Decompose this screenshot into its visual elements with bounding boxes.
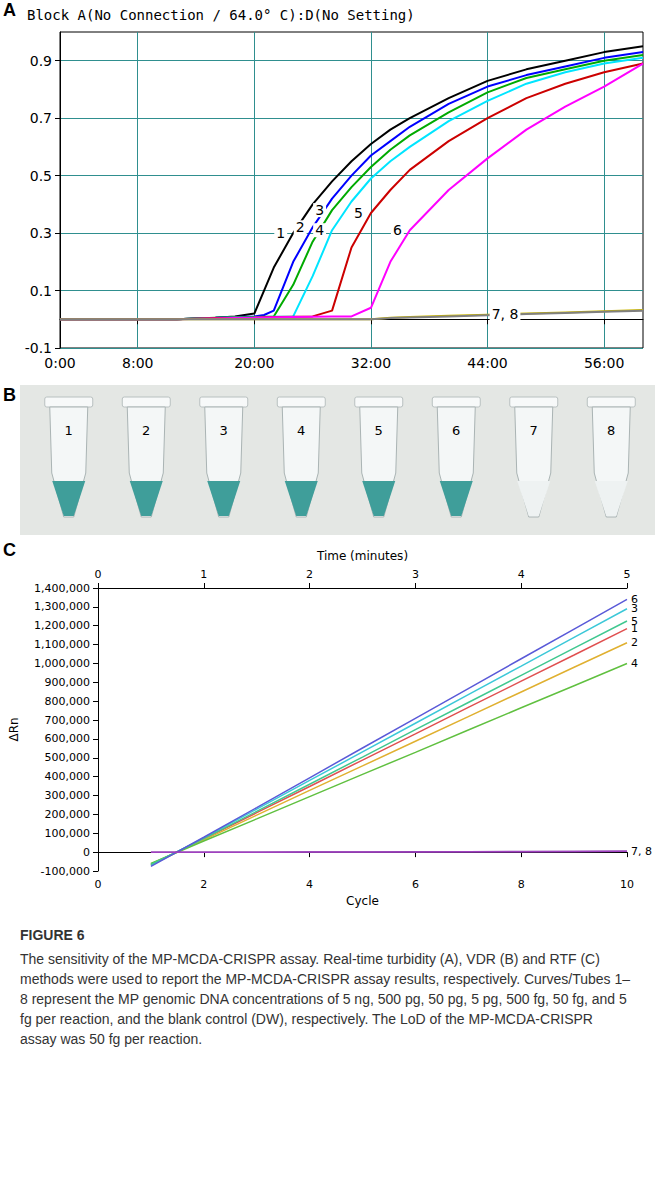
svg-text:0: 0	[95, 568, 102, 581]
svg-text:-0.1: -0.1	[25, 340, 52, 356]
svg-text:3: 3	[220, 423, 228, 438]
svg-text:6: 6	[631, 593, 638, 606]
svg-text:900,000: 900,000	[45, 676, 91, 689]
svg-text:5: 5	[631, 615, 638, 628]
svg-text:6: 6	[412, 878, 419, 891]
html-text:A: A	[3, 0, 16, 20]
svg-text:1: 1	[276, 225, 285, 241]
svg-text:10: 10	[620, 878, 634, 891]
svg-text:4: 4	[306, 878, 313, 891]
svg-text:700,000: 700,000	[45, 714, 91, 727]
svg-text:3: 3	[412, 568, 419, 581]
svg-text:-100,000: -100,000	[41, 865, 90, 878]
svg-text:2: 2	[631, 636, 638, 649]
html-text:C: C	[3, 540, 16, 560]
svg-text:Cycle: Cycle	[346, 894, 379, 908]
svg-text:4: 4	[631, 657, 638, 670]
svg-text:0: 0	[83, 846, 90, 859]
html-text:FIGURE 6: FIGURE 6	[20, 927, 85, 943]
svg-text:7, 8: 7, 8	[492, 306, 519, 322]
svg-text:5: 5	[354, 205, 363, 221]
svg-text:0:00: 0:00	[44, 355, 75, 371]
svg-text:300,000: 300,000	[45, 789, 91, 802]
svg-text:1,200,000: 1,200,000	[34, 619, 90, 632]
svg-text:7: 7	[530, 423, 538, 438]
svg-text:2: 2	[296, 219, 305, 235]
svg-text:4: 4	[297, 423, 305, 438]
svg-text:5: 5	[624, 568, 631, 581]
svg-text:6: 6	[393, 222, 402, 238]
svg-text:4: 4	[315, 222, 324, 238]
svg-text:6: 6	[452, 423, 460, 438]
svg-text:44:00: 44:00	[467, 355, 507, 371]
svg-text:0.5: 0.5	[30, 168, 52, 184]
svg-text:5: 5	[375, 423, 383, 438]
svg-text:Time (minutes): Time (minutes)	[316, 549, 408, 563]
svg-text:0.1: 0.1	[30, 283, 52, 299]
svg-text:600,000: 600,000	[45, 732, 91, 745]
svg-text:400,000: 400,000	[45, 770, 91, 783]
svg-text:8: 8	[607, 423, 615, 438]
svg-text:0.7: 0.7	[30, 110, 52, 126]
svg-text:200,000: 200,000	[45, 808, 91, 821]
svg-text:1,100,000: 1,100,000	[34, 638, 90, 651]
svg-text:1: 1	[65, 423, 73, 438]
html-text:The sensitivity of the MP-MCDA: The sensitivity of the MP-MCDA-CRISPR as…	[20, 951, 630, 1047]
svg-text:ΔRn: ΔRn	[7, 717, 21, 741]
svg-text:8: 8	[518, 878, 525, 891]
svg-text:3: 3	[631, 602, 638, 616]
svg-text:1,400,000: 1,400,000	[34, 582, 90, 595]
svg-text:1: 1	[200, 568, 207, 581]
svg-text:100,000: 100,000	[45, 827, 91, 840]
svg-text:2: 2	[306, 568, 313, 581]
svg-text:32:00: 32:00	[351, 355, 391, 371]
svg-text:1,300,000: 1,300,000	[34, 600, 90, 613]
svg-text:800,000: 800,000	[45, 695, 91, 708]
svg-text:1,000,000: 1,000,000	[34, 657, 90, 670]
svg-text:1: 1	[631, 622, 638, 636]
svg-text:Block A(No Connection / 64.0°: Block A(No Connection / 64.0° C):D(No Se…	[27, 7, 415, 23]
svg-text:0: 0	[95, 878, 102, 891]
svg-text:20:00: 20:00	[234, 355, 274, 371]
html-text:B: B	[3, 385, 16, 405]
svg-text:56:00: 56:00	[584, 355, 624, 371]
svg-text:4: 4	[518, 568, 525, 581]
svg-text:7, 8: 7, 8	[631, 845, 652, 858]
svg-text:500,000: 500,000	[45, 751, 91, 764]
svg-text:0.9: 0.9	[30, 53, 52, 69]
svg-text:2: 2	[142, 423, 150, 438]
svg-text:3: 3	[315, 202, 324, 218]
svg-text:8:00: 8:00	[122, 355, 153, 371]
svg-text:2: 2	[200, 878, 207, 891]
svg-text:0.3: 0.3	[30, 225, 52, 241]
